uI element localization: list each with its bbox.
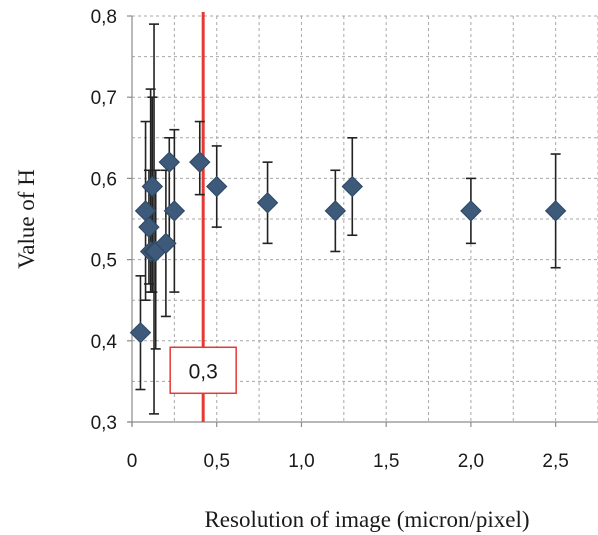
data-point-diamond <box>460 200 482 222</box>
y-tick-label: 0,7 <box>91 88 117 109</box>
reference-line-group: 0,3 <box>169 12 237 422</box>
data-point-diamond <box>129 321 152 344</box>
x-axis-title: Resolution of image (micron/pixel) <box>204 507 529 532</box>
x-tick-label: 1,5 <box>373 451 399 472</box>
reference-label-box <box>169 346 237 395</box>
y-tick-label: 0,5 <box>91 251 117 272</box>
x-tick-label: 0 <box>127 451 138 472</box>
axes <box>127 15 598 427</box>
data-point-diamond <box>544 200 567 222</box>
data-point-diamond <box>324 200 347 222</box>
x-tick-label: 2,0 <box>458 451 484 472</box>
y-axis-title: Value of H <box>14 169 39 269</box>
data-point-diamond <box>158 151 180 173</box>
x-tick-label: 2,5 <box>542 451 568 472</box>
reference-label: 0,3 <box>189 360 218 383</box>
data-point-diamond <box>341 175 363 198</box>
data-point-diamond <box>206 175 228 198</box>
y-tick-label: 0,4 <box>91 332 118 353</box>
data-point-diamond <box>163 200 186 222</box>
y-tick-label: 0,6 <box>91 169 117 190</box>
x-tick-labels: 0 0,5 1,0 1,5 2,0 2,5 <box>127 451 569 472</box>
x-tick-label: 1,0 <box>288 451 314 472</box>
data-point-diamond <box>155 232 177 255</box>
data-point-diamond <box>256 192 279 214</box>
data-point-diamond <box>141 175 164 198</box>
data-point-diamond <box>138 216 160 238</box>
x-tick-label: 0,5 <box>204 451 230 472</box>
y-tick-label: 0,8 <box>91 7 117 28</box>
data-point-diamond <box>189 151 211 173</box>
y-tick-label: 0,3 <box>91 413 117 434</box>
y-tick-labels: 0,3 0,4 0,5 0,6 0,7 0,8 <box>91 7 118 434</box>
data-points <box>129 151 567 344</box>
